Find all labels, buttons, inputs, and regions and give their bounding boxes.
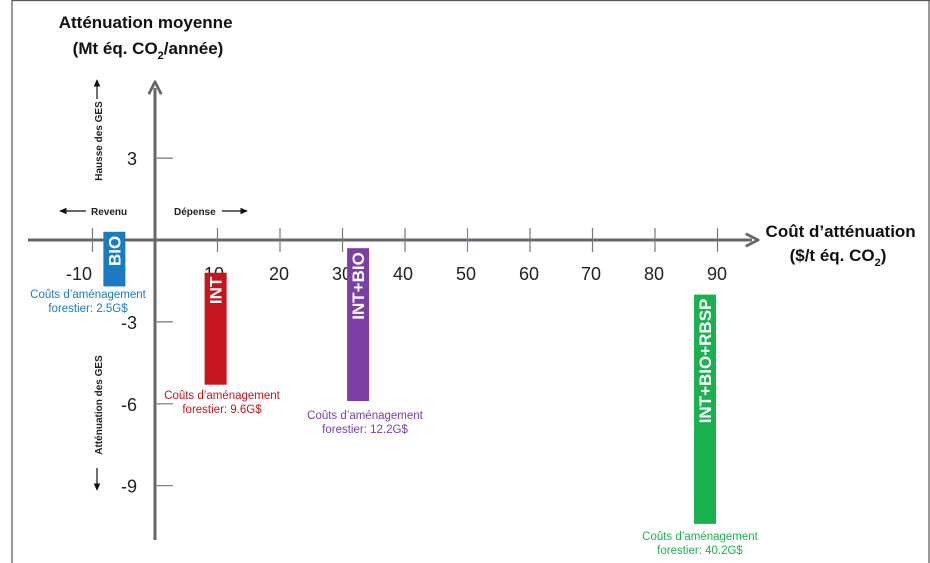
bar-label-int: INT (207, 276, 226, 304)
chart-frame (11, 0, 930, 563)
y-axis-title-line2: (Mt éq. CO2/année) (73, 39, 224, 62)
depense-label: Dépense (174, 207, 216, 218)
bar-bio (103, 231, 126, 287)
x-tick-label: 90 (707, 264, 727, 284)
bar-label-bio: BIO (105, 236, 124, 266)
bar-int-bio-rbsp (694, 294, 716, 524)
revenu-label: Revenu (91, 207, 127, 218)
annotation-int: Coûts d’aménagement forestier: 9.6G$ (164, 390, 281, 416)
upper-side-label: Hausse des GES (94, 101, 105, 181)
bar-label-int-bio: INT+BIO (349, 252, 368, 320)
x-tick-label: 60 (519, 264, 539, 284)
y-tick-label: -3 (121, 313, 137, 333)
y-tick-label: 3 (127, 149, 137, 169)
annotation-int-bio-rbsp: Coûts d’aménagement forestier: 40.2G$ (642, 531, 759, 557)
x-tick-label: 80 (644, 264, 664, 284)
x-tick-label: 70 (581, 264, 601, 284)
bar-int-bio (347, 248, 370, 402)
bars: BIO Coûts d’aménagement forestier: 2.5G$ IN… (30, 231, 759, 557)
y-tick-label: -9 (121, 477, 137, 497)
y-axis-title: Atténuation moyenne (Mt éq. CO2/année) (59, 13, 238, 62)
x-axis-title-line2: ($/t éq. CO2) (790, 246, 887, 269)
bar-label-int-bio-rbsp: INT+BIO+RBSP (696, 299, 715, 424)
annotation-int-bio: Coûts d’aménagement forestier: 12.2G$ (307, 410, 424, 436)
x-tick-label: 40 (393, 264, 413, 284)
annotation-bio: Coûts d’aménagement forestier: 2.5G$ (30, 289, 147, 315)
x-axis-title-line1: Coût d’atténuation (766, 222, 916, 241)
x-ticks: -10102030405060708090 (66, 228, 727, 284)
y-axis-title-line1: Atténuation moyenne (59, 13, 233, 32)
bar-int (204, 272, 227, 385)
x-tick-label: 30 (332, 264, 352, 284)
x-tick-label: -10 (66, 264, 92, 284)
y-tick-label: -6 (121, 395, 137, 415)
x-tick-label: 20 (269, 264, 289, 284)
x-axis-title: Coût d’atténuation ($/t éq. CO2) (766, 222, 921, 269)
y-ticks: 3 -3 -6 -9 (121, 149, 173, 497)
x-tick-label: 50 (456, 264, 476, 284)
lower-side-label: Atténuation des GES (94, 355, 105, 455)
